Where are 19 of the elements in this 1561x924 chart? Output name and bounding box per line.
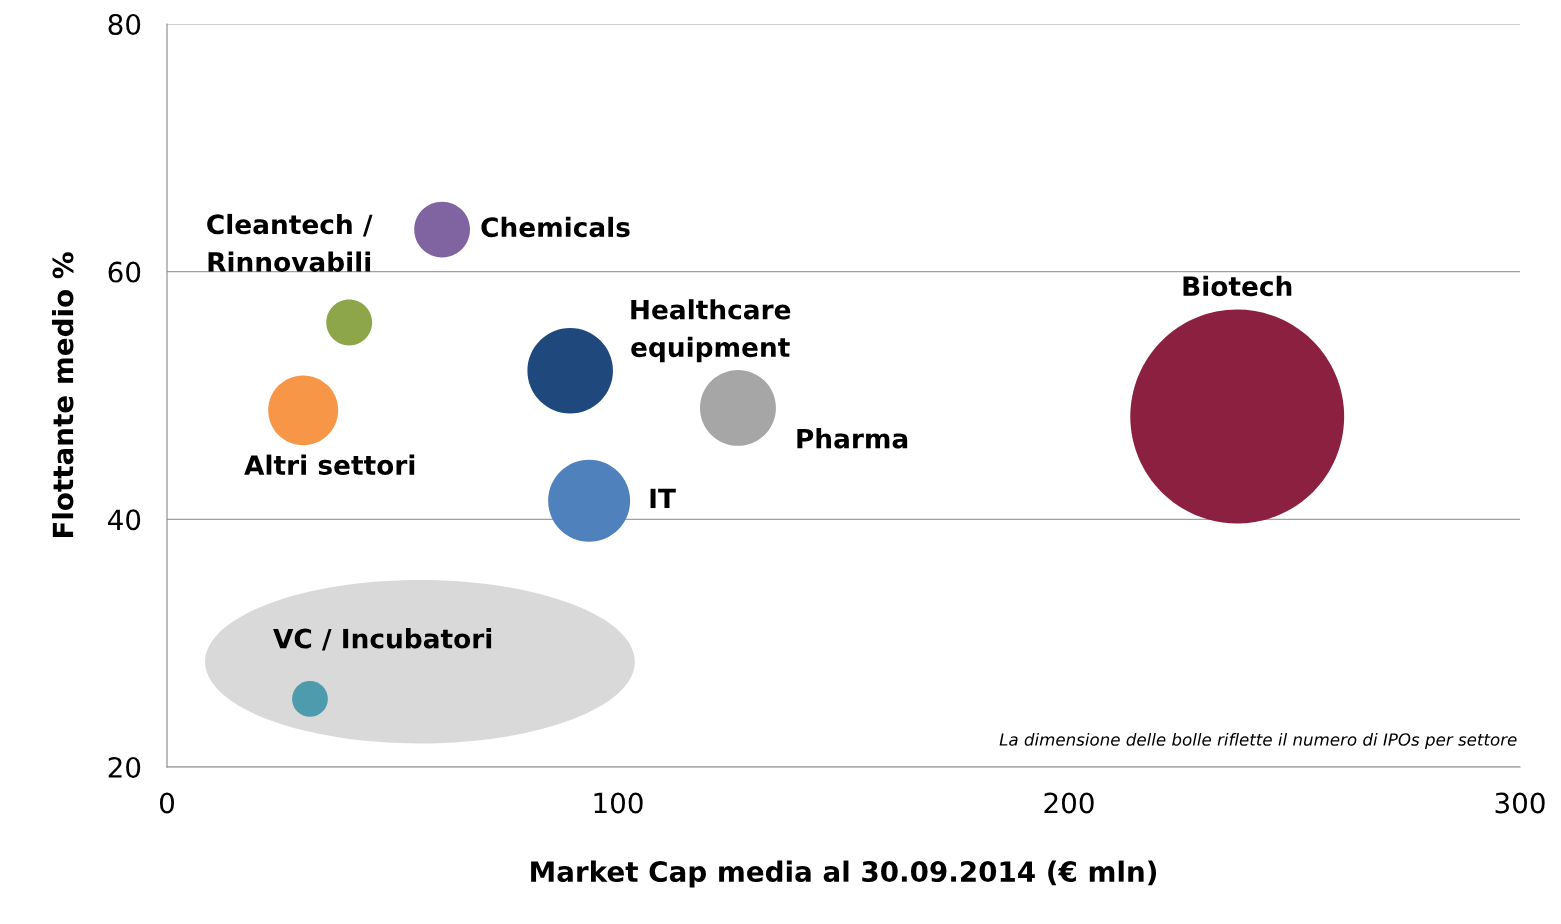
series-label: IT — [650, 488, 676, 509]
y-tick-label: 80 — [108, 13, 141, 35]
y-tick-label: 20 — [108, 756, 141, 778]
series-label: Altri settori — [244, 454, 415, 476]
y-tick-label: 60 — [108, 261, 141, 283]
x-tick-label: 0 — [159, 792, 174, 814]
x-tick-label: 200 — [1044, 792, 1094, 814]
series-label: Chemicals — [481, 216, 630, 238]
series-label: Cleantech / Rinnovabili — [207, 213, 373, 272]
y-axis-title: Flottante medio % — [51, 252, 74, 538]
x-axis-title: Market Cap media al 30.09.2014 (€ mln) — [531, 860, 1157, 888]
series-label: Pharma — [797, 428, 908, 449]
annotation: La dimensione delle bolle riflette il numero di IPOs per settore — [999, 732, 1517, 750]
series-label: Biotech — [1183, 275, 1292, 297]
x-tick-label: 300 — [1495, 792, 1545, 814]
x-tick-label: 100 — [594, 792, 643, 814]
series-label: Healthcare equipment — [631, 299, 791, 363]
series-label: VC / Incubatori — [273, 628, 492, 651]
y-tick-label: 40 — [108, 509, 141, 531]
